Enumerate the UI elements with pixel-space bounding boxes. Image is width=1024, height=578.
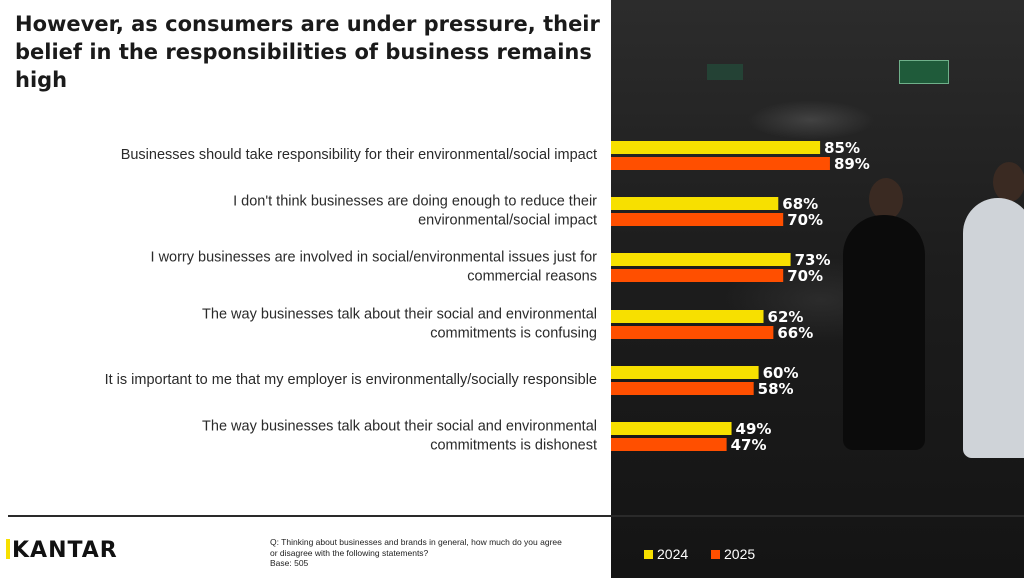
data-label-2025: 89% (834, 155, 870, 173)
legend-item-2025: 2025 (711, 546, 755, 562)
data-label-2024: 73% (795, 251, 831, 269)
category-label: It is important to me that my employer i… (105, 372, 597, 388)
category-label: I worry businesses are involved in socia… (151, 250, 598, 266)
person-head (869, 178, 903, 220)
data-label-2024: 85% (824, 139, 860, 157)
data-label-2024: 60% (763, 364, 799, 382)
bar-2025 (611, 157, 830, 170)
data-label-2024: 49% (736, 420, 772, 438)
footer-divider (8, 515, 1024, 517)
bar-2024 (611, 253, 791, 266)
category-label: The way businesses talk about their soci… (202, 307, 597, 323)
footnote: Q: Thinking about businesses and brands … (270, 537, 570, 569)
category-label: Businesses should take responsibility fo… (121, 147, 597, 163)
data-label-2025: 58% (758, 380, 794, 398)
exit-sign-icon (899, 60, 949, 84)
category-label: I don't think businesses are doing enoug… (233, 194, 597, 210)
data-label-2025: 47% (731, 436, 767, 454)
bar-2024 (611, 197, 779, 210)
data-label-2025: 70% (787, 211, 823, 229)
category-label: The way businesses talk about their soci… (202, 419, 597, 435)
exit-sign-icon (707, 64, 743, 80)
category-label: environmental/social impact (418, 213, 597, 229)
bar-2025 (611, 438, 727, 451)
chart-layer: Businesses should take responsibility fo… (105, 139, 870, 454)
page-title: However, as consumers are under pressure… (15, 12, 600, 92)
data-label-2025: 70% (787, 267, 823, 285)
legend-item-2024: 2024 (644, 546, 688, 562)
person-silhouette (963, 198, 1024, 458)
bar-2025 (611, 326, 774, 339)
legend-swatch-2025 (711, 550, 720, 559)
data-label-2025: 66% (777, 324, 813, 342)
person-silhouette (843, 215, 925, 450)
bar-2025 (611, 382, 754, 395)
footnote-question: Q: Thinking about businesses and brands … (270, 537, 562, 558)
background-photo (611, 0, 1024, 578)
legend-label-2024: 2024 (657, 546, 689, 562)
bar-2024 (611, 422, 732, 435)
logo-mark (6, 539, 10, 559)
category-label: commercial reasons (467, 269, 597, 285)
category-label: commitments is confusing (430, 326, 597, 342)
bar-2025 (611, 269, 784, 282)
bar-2024 (611, 310, 764, 323)
person-head (993, 162, 1024, 202)
data-label-2024: 62% (768, 308, 804, 326)
bar-2025 (611, 213, 784, 226)
category-label: commitments is dishonest (430, 438, 597, 454)
footnote-base: Base: 505 (270, 558, 309, 568)
legend-label-2025: 2025 (724, 546, 756, 562)
legend-swatch-2024 (644, 550, 653, 559)
bar-2024 (611, 366, 759, 379)
logo-text: KANTAR (12, 538, 118, 563)
bar-2024 (611, 141, 821, 154)
kantar-logo: KANTAR (6, 538, 118, 563)
data-label-2024: 68% (782, 195, 818, 213)
